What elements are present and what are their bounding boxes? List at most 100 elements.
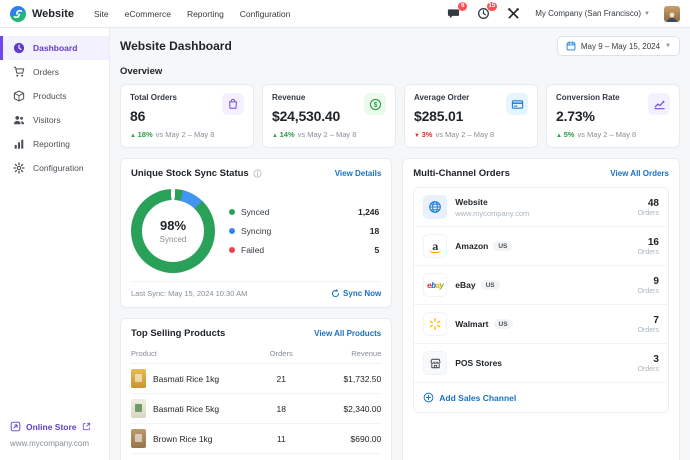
sidebar-item-label: Reporting [33,139,70,149]
sidebar-item-configuration[interactable]: Configuration [0,156,109,180]
trend-chart-icon [648,93,670,115]
dashboard-icon [13,42,25,54]
walmart-icon [423,312,448,336]
product-revenue: $1,732.50 [343,373,382,384]
user-avatar[interactable] [664,5,680,22]
external-link-icon [82,422,90,431]
donut-label: Synced [159,235,187,244]
sync-legend: Synced 1,246 Syncing 18 Failed 5 [229,207,381,255]
multi-channel-card: Multi-Channel Orders View All Orders Web… [402,158,680,460]
sidebar-item-label: Products [33,91,67,101]
people-icon [13,115,25,125]
app-logo[interactable]: Website [10,5,74,22]
legend-syncing: Syncing 18 [229,226,379,236]
clock-icon [477,8,489,19]
product-name: Basmati Rice 5kg [153,403,220,414]
online-store-label: Online Store [26,421,77,432]
sync-now-button[interactable]: Sync Now [331,289,381,298]
product-row[interactable]: Basmati Rice 1kg 21 $1,732.50 [131,364,382,394]
product-row[interactable]: Basmati Rice 5kg 18 $2,340.00 [131,394,382,424]
activities-button[interactable]: 15 [475,1,498,22]
cart-icon [13,66,25,77]
store-url: www.mycompany.com [10,439,89,448]
sidebar-item-label: Visitors [33,115,61,125]
sync-card-title: Unique Stock Sync Status [131,168,249,179]
sidebar-item-orders[interactable]: Orders [0,60,109,84]
kpi-trend: 3% [414,130,433,139]
sidebar-item-products[interactable]: Products [0,84,109,108]
date-range-value: May 9 – May 15, 2024 [580,41,661,51]
main-content: Website Dashboard May 9 – May 15, 2024 ▼… [110,28,690,460]
kpi-compare: vs May 2 – May 8 [155,130,215,139]
donut-value: 98% [159,218,187,233]
products-card-title: Top Selling Products [131,328,226,339]
channel-list: Website www.mycompany.com 48 Orders a Ama… [413,187,669,413]
kpi-total-orders: Total Orders 86 18%vs May 2 – May 8 [120,84,254,148]
product-row[interactable]: Brown Rice 1kg 11 $690.00 [131,424,382,454]
channel-row-amazon[interactable]: a Amazon US 16 Orders [414,227,668,266]
date-range-picker[interactable]: May 9 – May 15, 2024 ▼ [556,36,680,56]
channel-row-ebay[interactable]: ebay eBay US 9 Orders [414,266,668,305]
channel-name: eBay [455,279,476,290]
channel-subtitle: www.mycompany.com [455,208,530,218]
view-details-link[interactable]: View Details [334,169,382,178]
company-name: My Company (San Francisco) [535,9,642,18]
product-thumbnail [131,399,146,418]
nav-configuration[interactable]: Configuration [239,8,291,19]
nav-reporting[interactable]: Reporting [186,8,224,19]
nav-ecommerce[interactable]: eCommerce [124,8,171,19]
sidebar-item-visitors[interactable]: Visitors [0,108,109,132]
page-title: Website Dashboard [120,39,232,53]
synced-dot [229,209,235,215]
channel-row-walmart[interactable]: Walmart US 7 Orders [414,305,668,344]
chevron-down-icon: ▼ [665,43,671,49]
launch-icon [10,421,21,432]
syncing-dot [229,228,235,234]
online-store-link[interactable]: Online Store [10,421,99,432]
kpi-trend: 18% [130,130,153,139]
sidebar-item-reporting[interactable]: Reporting [0,132,109,156]
channel-name: Website [455,196,488,207]
tools-button[interactable] [505,6,521,22]
kpi-label: Conversion Rate [556,93,620,102]
ebay-icon: ebay [423,273,448,297]
messages-button[interactable]: 6 [445,1,468,22]
kpi-compare: vs May 2 – May 8 [435,130,495,139]
kpi-revenue: Revenue $24,530.40 14%vs May 2 – May 8 $ [262,84,396,148]
logo-icon [10,5,26,22]
product-revenue: $690.00 [350,433,382,444]
calendar-icon [566,41,576,51]
channel-row-website[interactable]: Website www.mycompany.com 48 Orders [414,188,668,227]
product-orders: 18 [276,403,286,414]
kpi-value: $285.01 [414,108,464,124]
view-all-products-link-top[interactable]: View All Products [314,329,382,338]
kpi-trend: 14% [272,130,295,139]
sidebar-item-label: Configuration [33,163,84,173]
product-orders: 11 [276,433,286,444]
nav-site[interactable]: Site [93,8,109,19]
channel-count: 16 [647,236,659,248]
sidebar-item-label: Dashboard [33,43,78,53]
kpi-compare: vs May 2 – May 8 [577,130,637,139]
failed-dot [229,247,235,253]
company-selector[interactable]: My Company (San Francisco) ▼ [535,9,650,18]
storefront-icon [423,351,448,375]
last-sync-time: Last Sync: May 15, 2024 10:30 AM [131,289,248,298]
wrench-icon [507,8,519,19]
channel-row-pos[interactable]: POS Stores 3 Orders [414,344,668,383]
region-badge: US [480,280,500,291]
sidebar-item-dashboard[interactable]: Dashboard [0,36,109,60]
gear-icon [13,162,25,174]
product-orders: 21 [276,373,286,384]
view-all-orders-link[interactable]: View All Orders [610,169,669,178]
product-thumbnail [131,369,146,388]
svg-text:$: $ [373,101,377,108]
add-sales-channel-button[interactable]: Add Sales Channel [414,383,668,412]
messages-badge: 6 [458,1,468,11]
sidebar-item-label: Orders [33,67,59,77]
chevron-down-icon: ▼ [644,10,650,17]
top-products-card: Top Selling Products View All Products P… [120,318,393,460]
product-thumbnail [131,429,146,448]
top-navigation: Site eCommerce Reporting Configuration [94,9,290,19]
shopping-bag-icon [222,93,244,115]
